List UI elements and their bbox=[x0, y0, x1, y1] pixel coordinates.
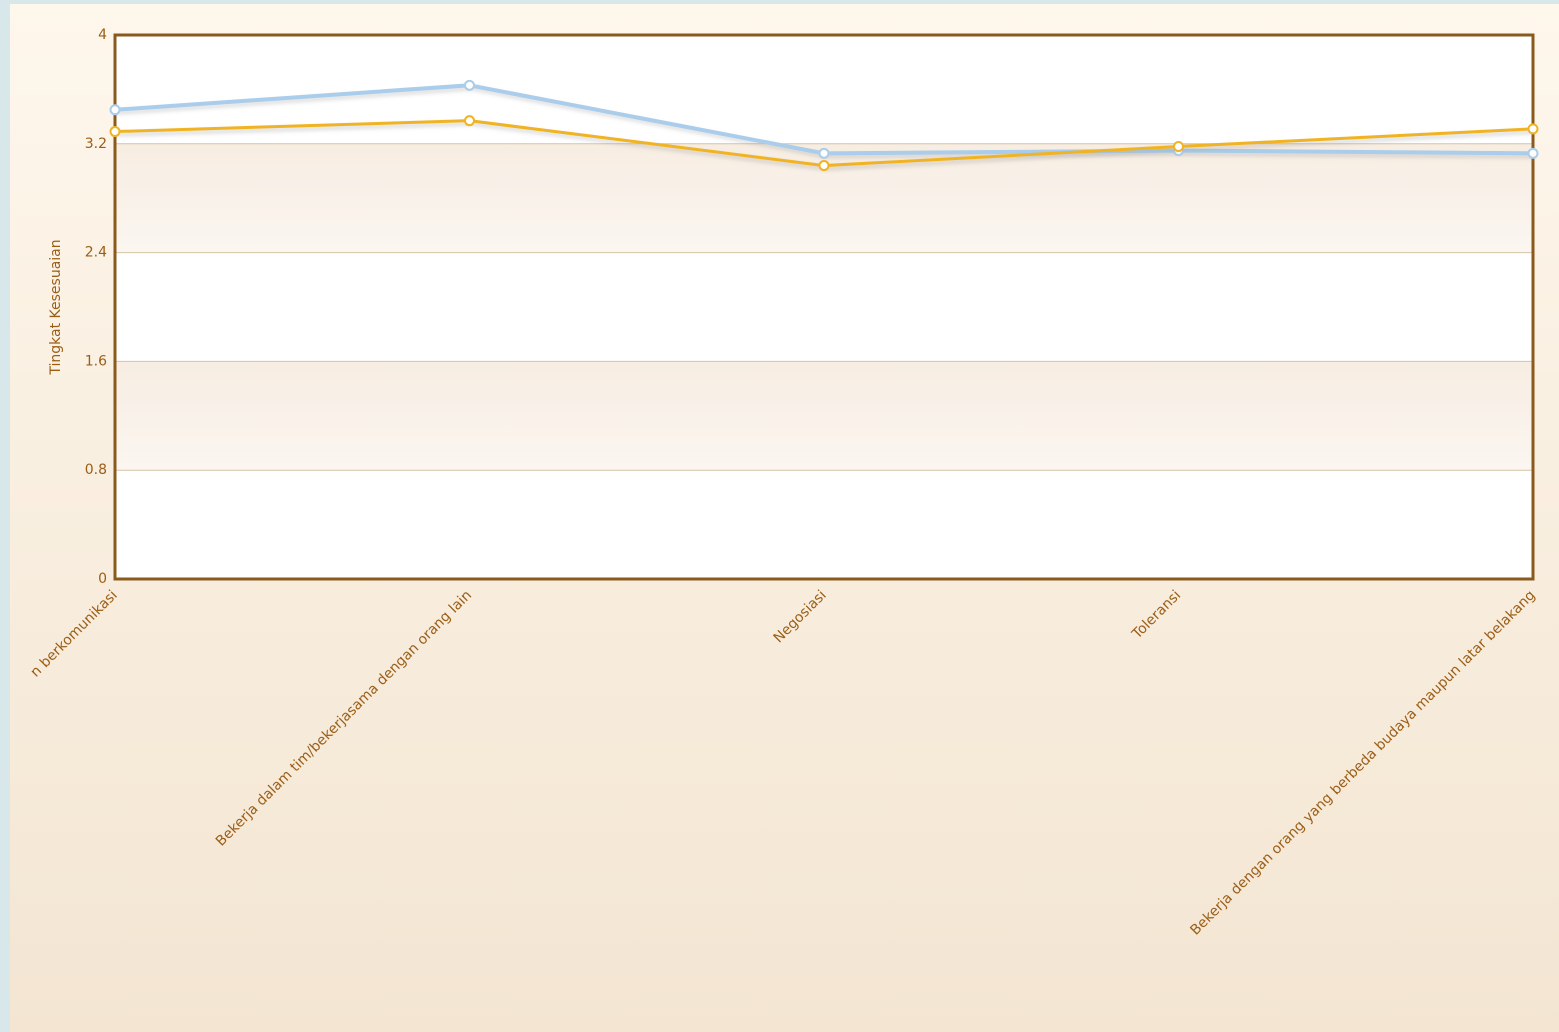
point bbox=[464, 79, 475, 91]
point bbox=[1173, 141, 1184, 153]
plot-band bbox=[115, 361, 1533, 471]
point bbox=[1527, 123, 1539, 135]
y-tick-label: 2.4 bbox=[85, 245, 107, 261]
y-tick-label: 1.6 bbox=[85, 353, 107, 369]
point bbox=[1527, 147, 1539, 159]
point bbox=[818, 147, 830, 159]
point bbox=[818, 160, 830, 172]
point bbox=[109, 126, 121, 138]
y-tick-label: 3.2 bbox=[85, 136, 107, 152]
plot-area bbox=[115, 35, 1533, 579]
y-tick-label: 4 bbox=[98, 27, 107, 43]
y-tick-label: 0 bbox=[98, 571, 107, 587]
y-tick-label: 0.8 bbox=[85, 462, 107, 478]
y-axis-label: Tingkat Kesesuaian bbox=[48, 239, 64, 375]
point bbox=[464, 115, 475, 127]
point bbox=[109, 104, 121, 116]
chart: Tingkat Kesesuaian 00.81.62.43.24n berko… bbox=[10, 4, 1559, 1032]
plot-border bbox=[113, 33, 1535, 581]
